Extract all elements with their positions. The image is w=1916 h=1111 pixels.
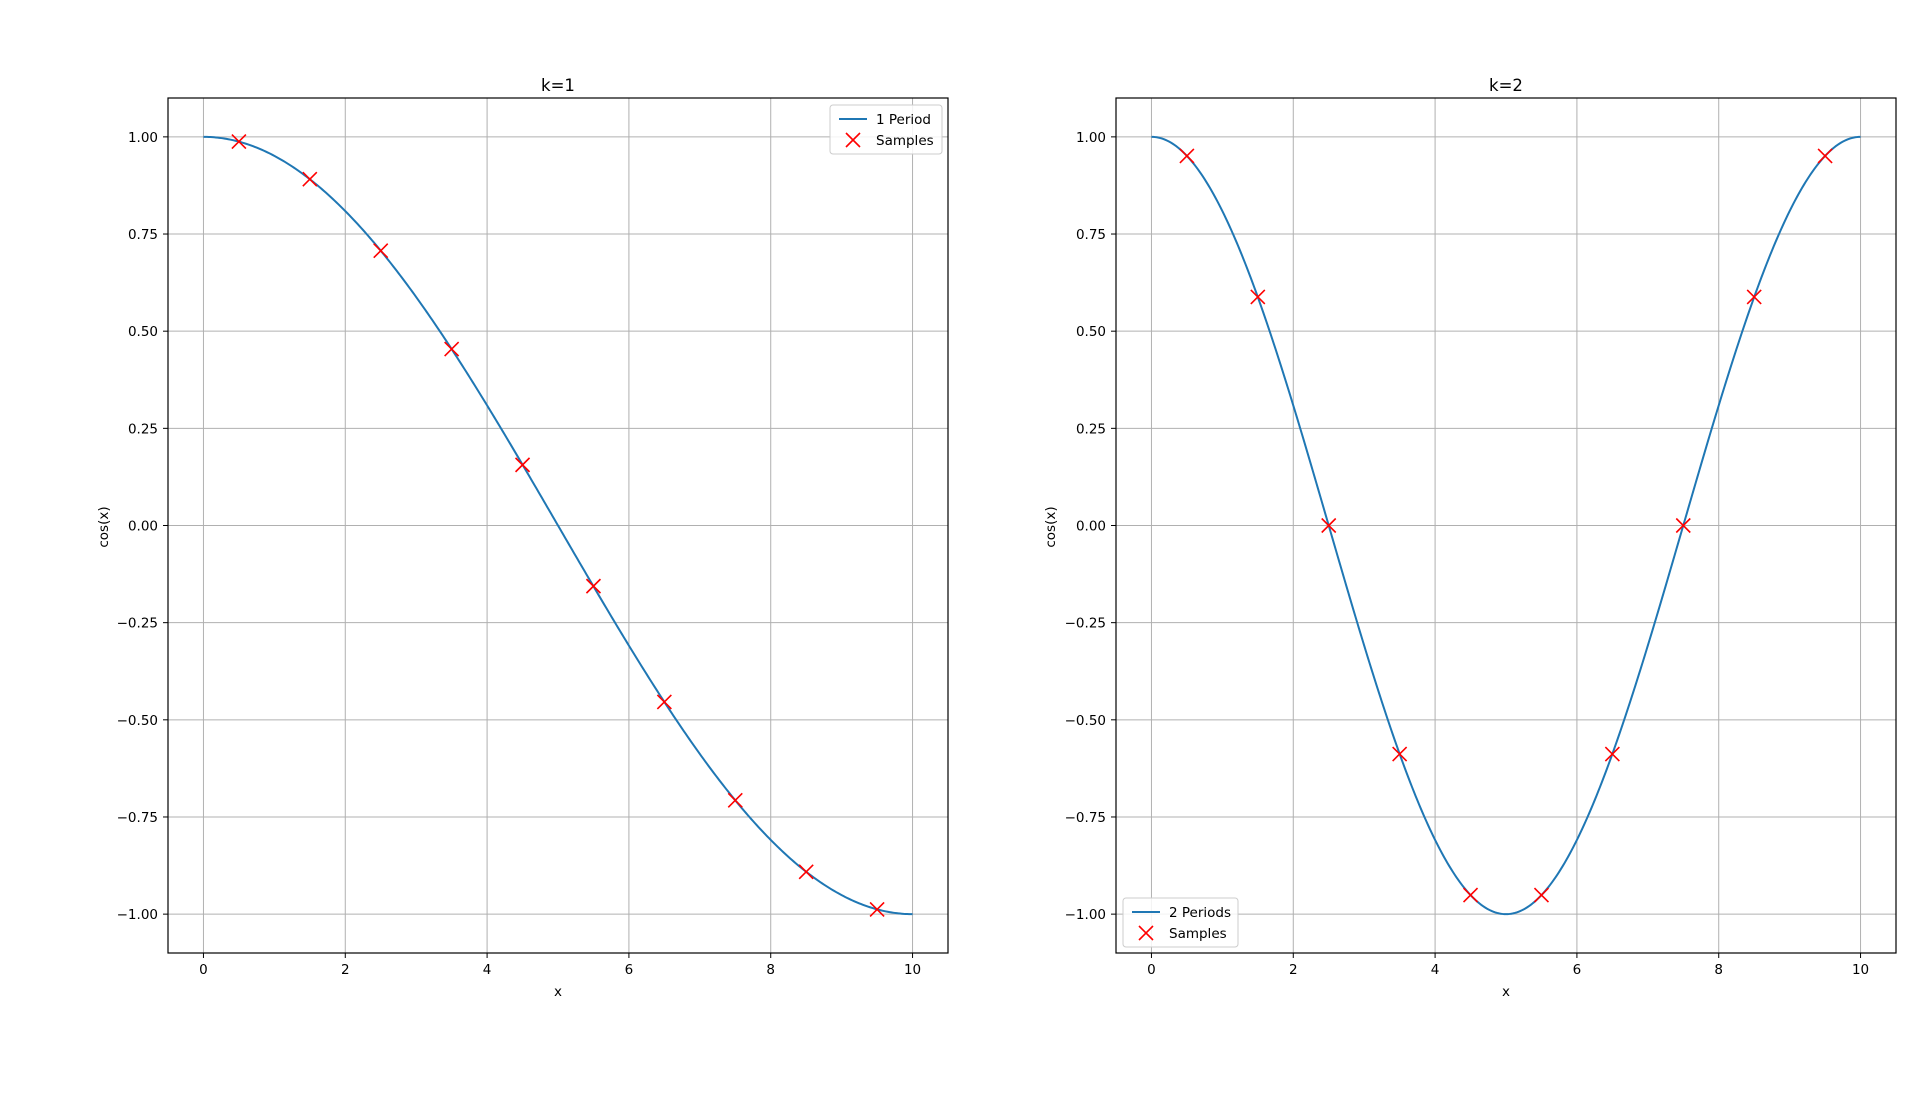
x-tick-label: 0	[1147, 962, 1156, 978]
sample-marker	[1179, 148, 1195, 164]
y-tick-label: 1.00	[128, 130, 158, 146]
y-tick-label: 0.25	[128, 421, 158, 437]
legend-marker-swatch	[1138, 925, 1154, 941]
y-tick-label: 1.00	[1076, 130, 1106, 146]
plot-area: 0 2 4 6 8 10 1.00 0.75 0.50 0.25 0.00 −0.25 −0.50 −0.…	[117, 97, 949, 978]
y-tick-label: −0.75	[117, 810, 158, 826]
y-tick-label: 0.25	[1076, 421, 1106, 437]
sample-marker	[1462, 887, 1479, 903]
x-tick-label: 2	[1289, 962, 1298, 978]
y-axis-label: cos(x)	[1043, 506, 1059, 547]
sample-marker	[444, 341, 460, 357]
x-tick-label: 10	[904, 962, 921, 978]
sample-marker	[1533, 887, 1550, 903]
x-axis-label: x	[1502, 984, 1510, 1000]
x-tick-label: 6	[1573, 962, 1582, 978]
subplot-k2: k=2 x cos(x) 0 2 4 6 8 10 1.00 0.75 0.50 0.25 0.00…	[1043, 76, 1897, 1000]
legend-entry-label: Samples	[1169, 926, 1227, 942]
sample-marker	[585, 578, 602, 594]
legend-marker-swatch	[845, 132, 861, 148]
x-axis-label: x	[554, 984, 562, 1000]
y-tick-label: −1.00	[117, 907, 158, 923]
y-tick-label: −0.75	[1065, 810, 1106, 826]
y-tick-label: −0.50	[1065, 713, 1106, 729]
sample-marker	[514, 457, 531, 473]
x-tick-label: 8	[1714, 962, 1723, 978]
sample-marker	[869, 901, 885, 918]
y-tick-label: 0.00	[128, 519, 158, 535]
sample-marker	[1604, 746, 1620, 762]
plot-area: 0 2 4 6 8 10 1.00 0.75 0.50 0.25 0.00 −0.25 −0.50 −0.…	[1065, 97, 1897, 978]
x-tick-label: 4	[1431, 962, 1440, 978]
sample-marker	[727, 792, 743, 808]
legend-entry-label: 1 Period	[876, 112, 931, 128]
sample-marker	[1392, 746, 1408, 762]
subplot-k1: k=1 x cos(x) 0 2 4 6 8 10 1.00 0.75 0.50 0.25 0.00…	[96, 76, 949, 1000]
sample-marker	[1675, 517, 1691, 534]
x-tick-label: 6	[625, 962, 634, 978]
legend: 1 Period Samples	[829, 104, 943, 155]
y-axis-label: cos(x)	[96, 506, 112, 547]
sample-marker	[656, 694, 672, 710]
y-tick-label: 0.50	[128, 324, 158, 340]
y-tick-label: 0.75	[128, 227, 158, 243]
y-tick-label: 0.00	[1076, 519, 1106, 535]
y-tick-label: −1.00	[1065, 907, 1106, 923]
x-tick-label: 8	[766, 962, 775, 978]
x-tick-label: 2	[341, 962, 350, 978]
y-tick-label: −0.50	[117, 713, 158, 729]
x-tick-label: 4	[483, 962, 492, 978]
x-tick-label: 0	[199, 962, 208, 978]
sample-marker	[302, 171, 318, 187]
legend-frame	[1122, 897, 1239, 948]
legend-entry-label: Samples	[876, 133, 934, 149]
sample-marker	[1321, 517, 1337, 534]
sample-marker	[231, 133, 247, 150]
legend-entry-label: 2 Periods	[1169, 905, 1231, 921]
sample-marker	[798, 864, 814, 880]
sample-marker	[1250, 289, 1266, 305]
sample-marker	[1817, 148, 1833, 164]
sample-marker	[1746, 289, 1762, 305]
y-tick-label: −0.25	[1065, 616, 1106, 632]
subplot-title: k=1	[541, 76, 575, 95]
legend: 2 Periods Samples	[1122, 897, 1239, 948]
sample-marker	[373, 243, 389, 259]
y-tick-label: 0.75	[1076, 227, 1106, 243]
legend-frame	[829, 104, 943, 155]
series-line	[203, 135, 913, 916]
series-line	[1151, 135, 1861, 916]
subplot-title: k=2	[1489, 76, 1523, 95]
y-tick-label: −0.25	[117, 616, 158, 632]
x-tick-label: 10	[1852, 962, 1869, 978]
y-tick-label: 0.50	[1076, 324, 1106, 340]
